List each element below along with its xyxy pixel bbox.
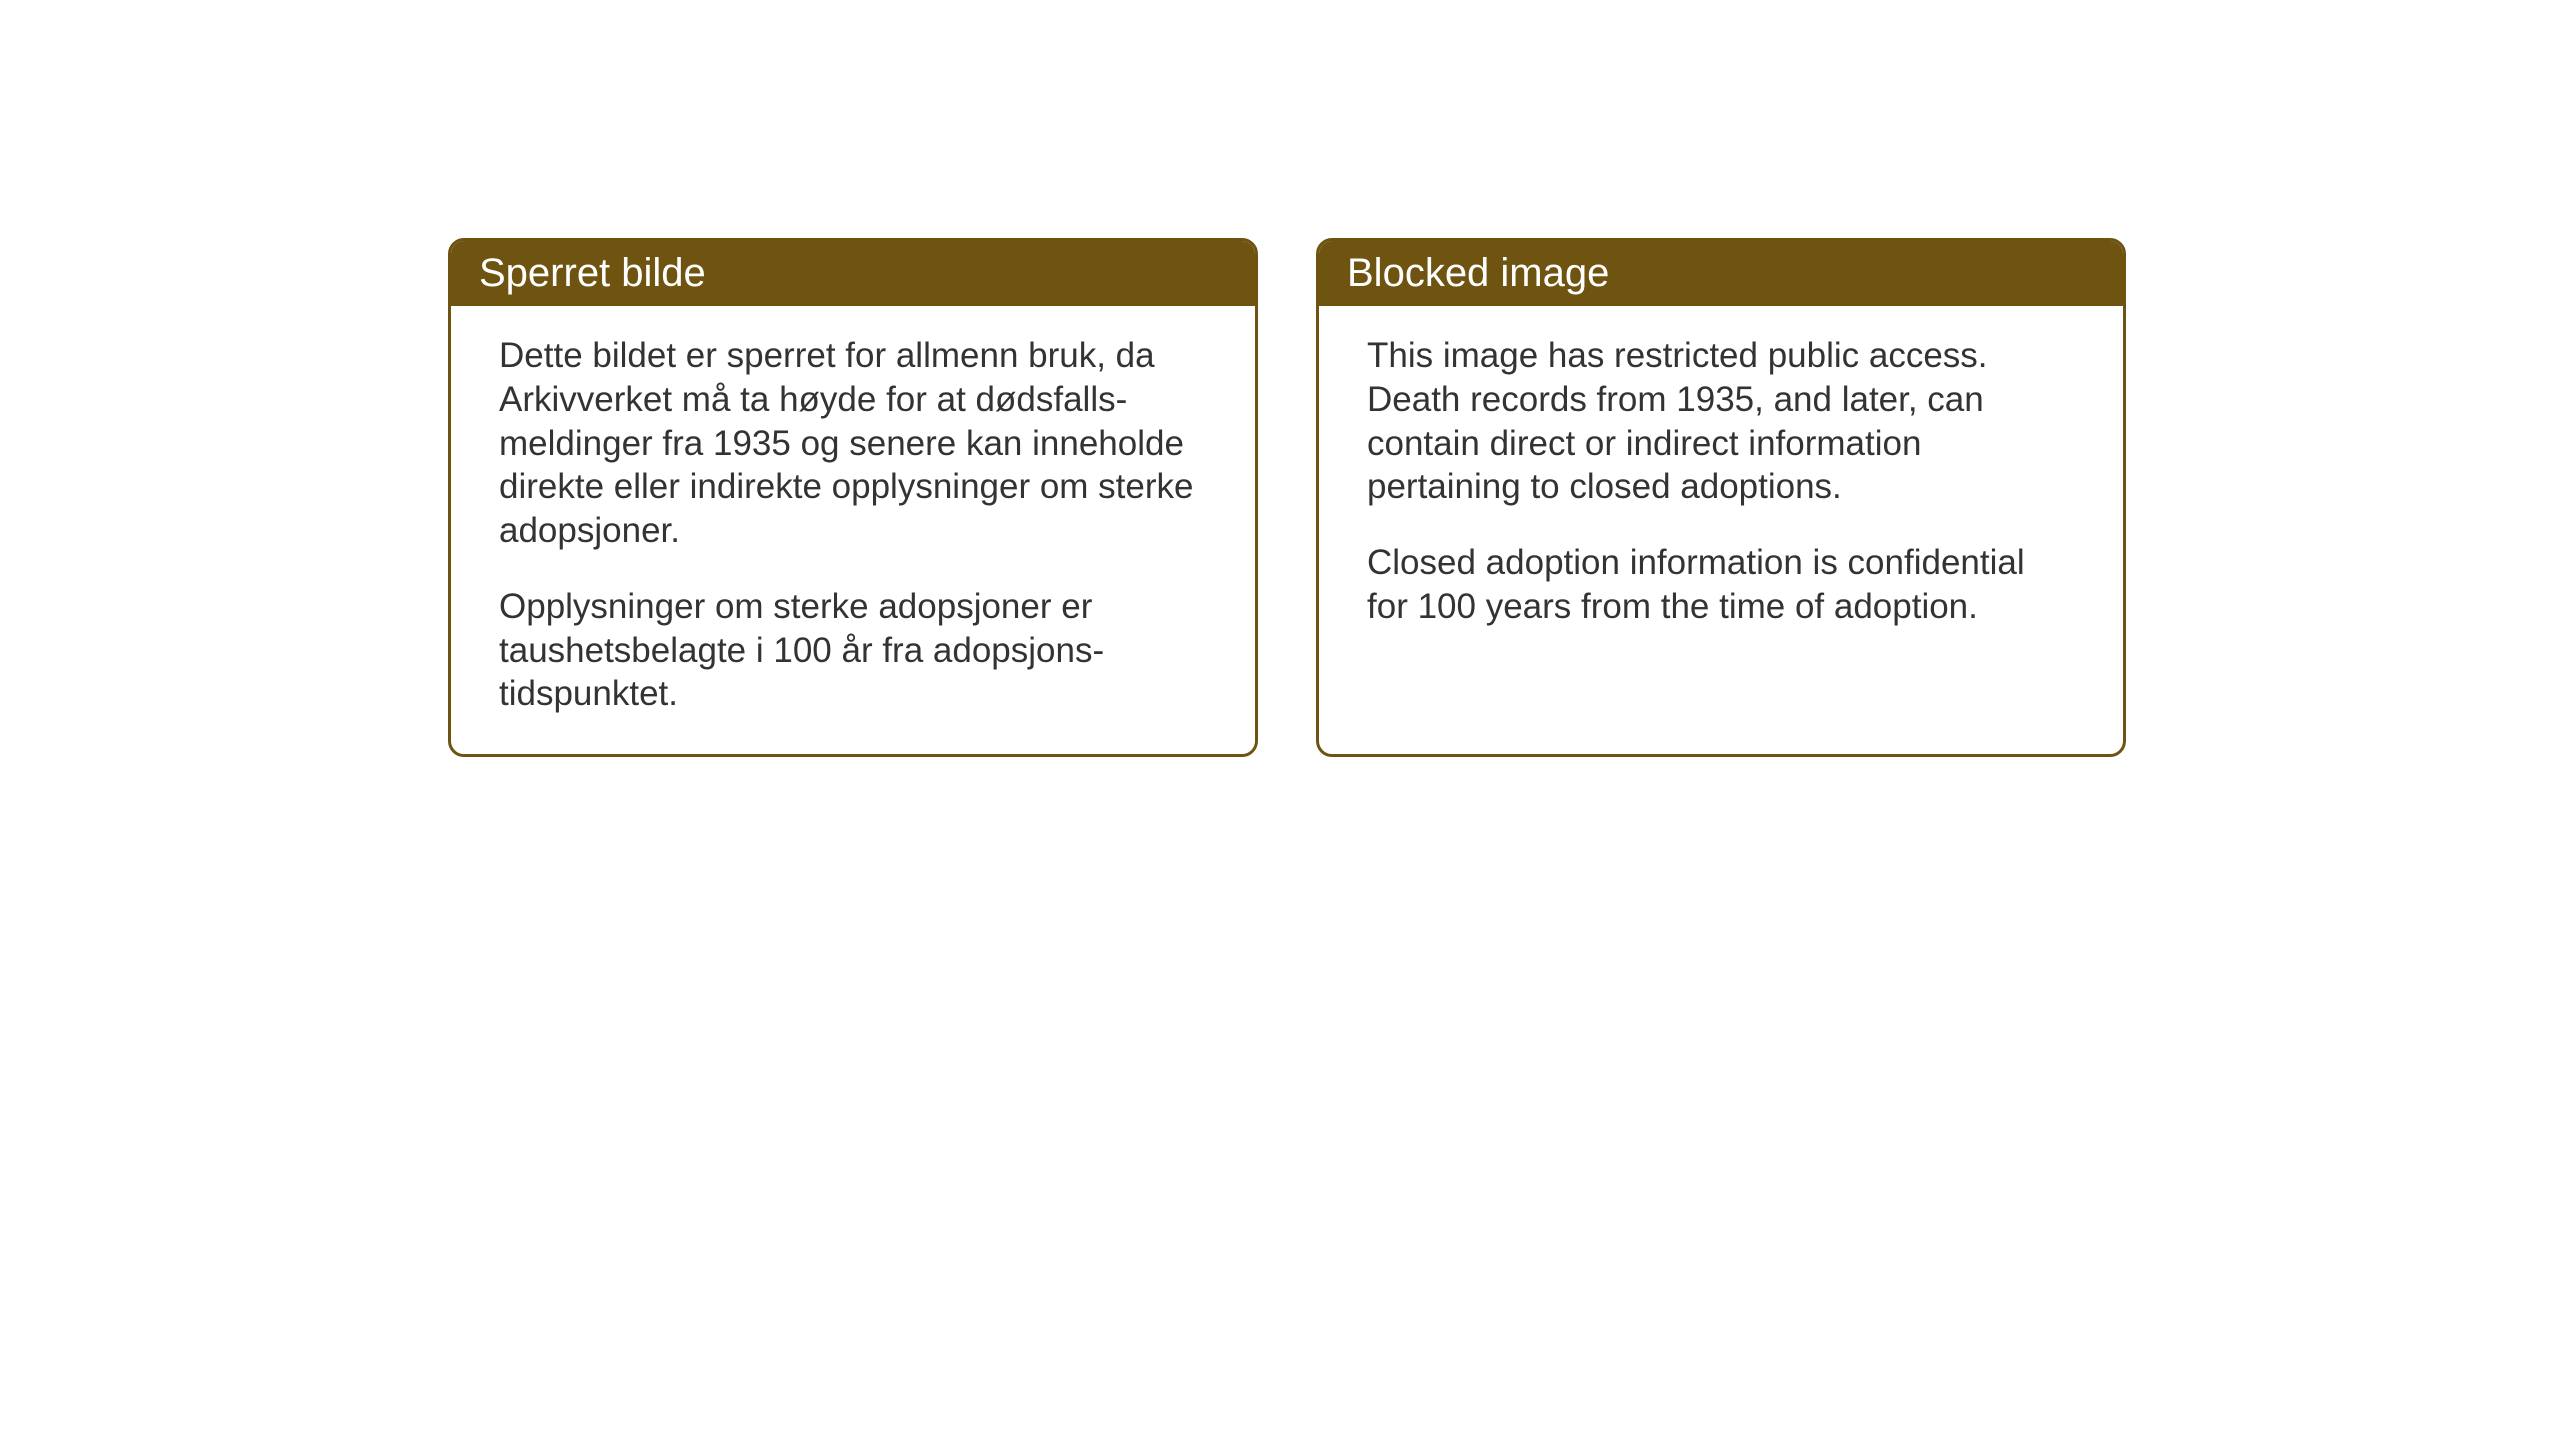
card-header-english: Blocked image (1319, 241, 2123, 306)
card-header-norwegian: Sperret bilde (451, 241, 1255, 306)
card-title-norwegian: Sperret bilde (479, 251, 706, 295)
notice-card-norwegian: Sperret bilde Dette bildet er sperret fo… (448, 238, 1258, 757)
notice-card-english: Blocked image This image has restricted … (1316, 238, 2126, 757)
card-body-norwegian: Dette bildet er sperret for allmenn bruk… (451, 306, 1255, 754)
card-paragraph-2-english: Closed adoption information is confident… (1367, 541, 2075, 629)
notice-container: Sperret bilde Dette bildet er sperret fo… (448, 238, 2126, 757)
card-paragraph-1-english: This image has restricted public access.… (1367, 334, 2075, 509)
card-body-english: This image has restricted public access.… (1319, 306, 2123, 667)
card-title-english: Blocked image (1347, 251, 1609, 295)
card-paragraph-2-norwegian: Opplysninger om sterke adopsjoner er tau… (499, 585, 1207, 716)
card-paragraph-1-norwegian: Dette bildet er sperret for allmenn bruk… (499, 334, 1207, 553)
